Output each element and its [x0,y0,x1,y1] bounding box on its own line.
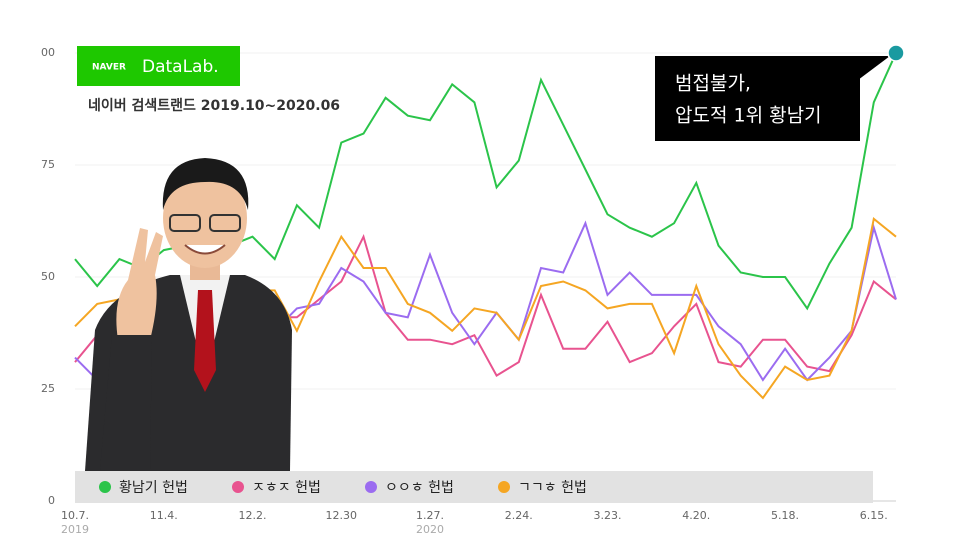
x-tick-label: 4.20. [682,509,710,522]
callout-line: 범접불가, [675,73,751,95]
x-tick-label: 12.30 [326,509,358,522]
callout-box [655,56,860,141]
x-tick-label: 6.15. [860,509,888,522]
subtitle: 네이버 검색트랜드 2019.10~2020.06 [88,97,340,114]
x-tick-label: 2.24. [505,509,533,522]
legend-dot [365,481,377,493]
callout: 범접불가, 압도적 1위 황남기 [655,56,890,141]
legend-bar [75,471,873,503]
x-tick-label: 11.4. [150,509,178,522]
callout-line: 압도적 1위 황남기 [675,105,822,127]
person-photo [85,158,292,471]
brand-product: DataLab. [142,57,219,77]
x-sublabel: 2020 [416,523,444,536]
brand-box [77,46,240,86]
brand-badge: NAVER DataLab. [77,46,240,86]
legend-dot [99,481,111,493]
x-tick-label: 12.2. [239,509,267,522]
x-tick-label: 10.7. [61,509,89,522]
x-sublabel: 2019 [61,523,89,536]
y-tick-label: 75 [41,158,55,171]
legend-label: ㅇㅇㅎ 헌법 [385,480,454,496]
x-tick-label: 1.27. [416,509,444,522]
brand: NAVER [92,63,126,73]
highlight-point [887,44,905,62]
y-tick-label: 00 [41,46,55,59]
callout-pointer [858,56,890,80]
x-tick-label: 5.18. [771,509,799,522]
legend-dot [498,481,510,493]
legend-label: ㄱㄱㅎ 헌법 [518,480,587,496]
y-tick-label: 25 [41,382,55,395]
y-tick-label: 50 [41,270,55,283]
x-tick-label: 3.23. [594,509,622,522]
legend-dot [232,481,244,493]
y-tick-label: 0 [48,494,55,507]
legend-label: ㅈㅎㅈ 헌법 [252,480,321,496]
legend-label: 황남기 헌법 [119,480,188,496]
legend: 황남기 헌법 ㅈㅎㅈ 헌법 ㅇㅇㅎ 헌법 ㄱㄱㅎ 헌법 [75,471,873,503]
